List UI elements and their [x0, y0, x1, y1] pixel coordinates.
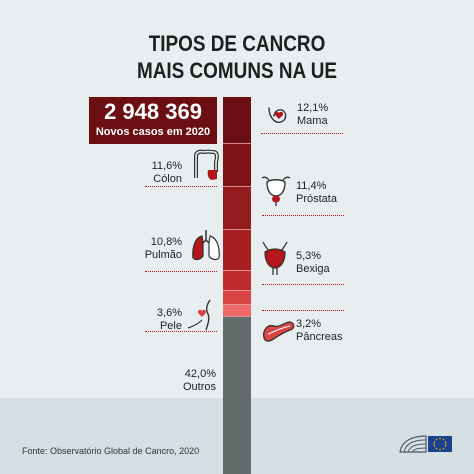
series-label-mama: Mama	[297, 115, 328, 127]
leader-line-pancreas	[262, 310, 344, 311]
label-pancreas: 3,2% Pâncreas	[296, 318, 342, 344]
total-cases-box: 2 948 369 Novos casos em 2020	[89, 97, 217, 144]
skin-icon	[187, 299, 211, 331]
bar-segment-mama	[223, 97, 251, 143]
label-bexiga: 5,3% Bexiga	[296, 250, 330, 276]
label-pulmao: 10,8% Pulmão	[145, 236, 182, 262]
total-cases-value: 2 948 369	[104, 99, 202, 124]
bar-segment-bexiga	[223, 270, 251, 290]
chart-title-line-1: TIPOS DE CANCRO	[148, 31, 326, 56]
series-label-pulmao: Pulmão	[144, 249, 182, 261]
leader-line-mama	[261, 133, 343, 134]
series-label-outros: Outros	[182, 381, 216, 393]
series-label-prostata: Próstata	[296, 193, 337, 205]
series-label-colon: Cólon	[153, 173, 182, 185]
label-pele: 3,6% Pele	[157, 307, 182, 333]
value-label-pele: 3,6%	[156, 307, 182, 319]
stacked-bar	[223, 97, 251, 474]
leader-line-pulmao	[145, 271, 217, 272]
leader-line-prostata	[262, 215, 344, 216]
bar-divider-bexiga	[223, 270, 251, 272]
leader-line-pele	[145, 331, 217, 332]
bar-segment-pulmao	[223, 229, 251, 271]
bar-divider-outros	[223, 315, 251, 317]
series-label-bexiga: Bexiga	[296, 263, 330, 275]
bar-segment-prostata	[223, 186, 251, 230]
colon-icon	[194, 149, 219, 180]
bar-divider-prostata	[223, 186, 251, 188]
prostate-icon	[261, 176, 291, 206]
bar-segment-colon	[223, 142, 251, 187]
label-mama: 12,1% Mama	[297, 102, 328, 128]
label-colon: 11,6% Cólon	[152, 160, 182, 186]
label-prostata: 11,4% Próstata	[296, 180, 337, 206]
european-parliament-logo	[399, 435, 452, 453]
chart-title: TIPOS DE CANCRO MAIS COMUNS NA UE	[33, 30, 441, 84]
bar-segment-pancreas	[223, 303, 251, 316]
source-note: Fonte: Observatório Global de Cancro, 20…	[22, 446, 200, 456]
label-outros: 42,0% Outros	[183, 368, 216, 394]
bar-divider-pele	[223, 290, 251, 292]
bar-divider-pulmao	[223, 229, 251, 231]
lungs-icon	[192, 230, 220, 261]
bar-segment-outros	[223, 315, 251, 474]
chart-title-line-2: MAIS COMUNS NA UE	[136, 58, 338, 83]
bar-segment-pele	[223, 290, 251, 304]
bar-divider-pancreas	[223, 303, 251, 305]
series-label-pancreas: Pâncreas	[296, 331, 343, 343]
leader-line-bexiga	[262, 284, 344, 285]
bladder-icon	[262, 241, 288, 275]
value-label-prostata: 11,4%	[296, 180, 327, 192]
value-label-mama: 12,1%	[297, 102, 329, 114]
value-label-outros: 42,0%	[184, 368, 216, 380]
value-label-colon: 11,6%	[151, 160, 182, 172]
value-label-bexiga: 5,3%	[296, 250, 322, 262]
pancreas-icon	[262, 321, 295, 342]
value-label-pancreas: 3,2%	[296, 318, 322, 330]
value-label-pulmao: 10,8%	[150, 236, 182, 248]
bar-divider-colon	[223, 142, 251, 144]
total-cases-label: Novos casos em 2020	[95, 126, 211, 138]
leader-line-colon	[145, 186, 217, 187]
series-label-pele: Pele	[159, 320, 182, 332]
breast-icon	[268, 107, 287, 124]
